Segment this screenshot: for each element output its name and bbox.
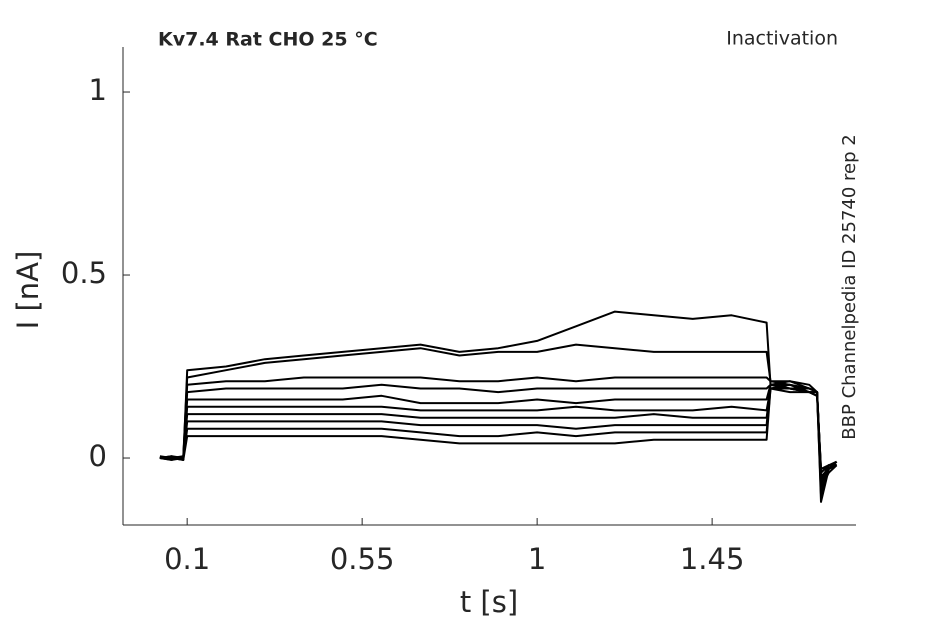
trace (159, 383, 837, 474)
trace (159, 376, 838, 489)
y-tick-label: 0 (89, 439, 107, 473)
y-axis-label: I [nA] (11, 251, 45, 330)
x-tick-label: 0.1 (164, 542, 210, 576)
x-tick-label: 1 (528, 542, 546, 576)
chart-title: Kv7.4 Rat CHO 25 °C (158, 29, 378, 51)
y-tick-label: 1 (89, 73, 107, 107)
x-tick-label: 0.55 (330, 542, 395, 576)
trace (159, 387, 837, 470)
x-axis-label: t [s] (460, 585, 518, 619)
y-tick-label: 0.5 (61, 256, 107, 290)
chart-subtitle: Inactivation (726, 28, 838, 50)
x-tick-label: 1.45 (680, 542, 745, 576)
trace (159, 343, 837, 496)
annotation: BBP Channelpedia ID 25740 rep 2 (839, 134, 860, 439)
trace (159, 387, 837, 470)
